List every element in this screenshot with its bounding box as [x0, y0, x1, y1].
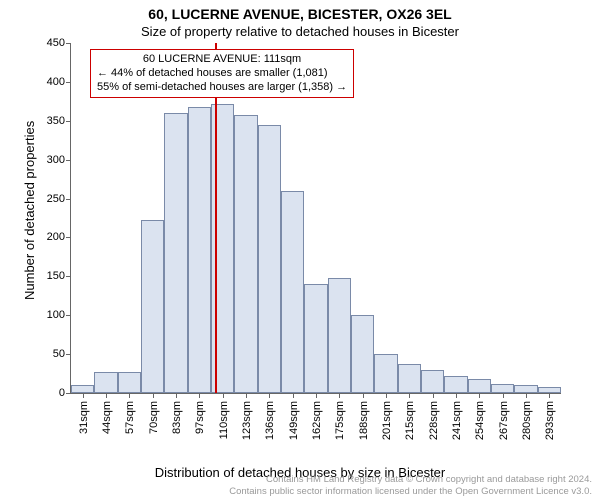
x-tick-mark [479, 393, 480, 398]
x-tick-label: 280sqm [521, 401, 533, 440]
y-tick-mark [66, 160, 71, 161]
y-tick-label: 50 [53, 348, 65, 360]
histogram-bar [164, 113, 187, 393]
y-tick-label: 400 [47, 76, 65, 88]
y-tick-label: 150 [47, 270, 65, 282]
chart-title: 60, LUCERNE AVENUE, BICESTER, OX26 3EL [0, 0, 600, 22]
x-tick-mark [106, 393, 107, 398]
annotation-box: 60 LUCERNE AVENUE: 111sqm ← 44% of detac… [90, 49, 354, 98]
x-tick-mark [363, 393, 364, 398]
x-tick-mark [129, 393, 130, 398]
annotation-line-3: 55% of semi-detached houses are larger (… [97, 81, 347, 95]
histogram-bar [258, 125, 281, 393]
histogram-bar [234, 115, 257, 393]
x-tick-label: 201sqm [381, 401, 393, 440]
y-tick-label: 450 [47, 37, 65, 49]
y-tick-mark [66, 393, 71, 394]
footer-line-2: Contains public sector information licen… [229, 486, 592, 497]
y-tick-mark [66, 315, 71, 316]
histogram-bar [374, 354, 397, 393]
histogram-bar [491, 384, 514, 393]
x-tick-label: 57sqm [124, 401, 136, 434]
x-tick-label: 31sqm [78, 401, 90, 434]
x-tick-label: 162sqm [311, 401, 323, 440]
histogram-bar [514, 385, 537, 393]
footer-line-1: Contains HM Land Registry data © Crown c… [229, 474, 592, 485]
x-tick-label: 293sqm [544, 401, 556, 440]
histogram-bar [71, 385, 94, 393]
histogram-bar [118, 372, 141, 393]
x-tick-label: 267sqm [498, 401, 510, 440]
histogram-bar [468, 379, 491, 393]
histogram-bar [304, 284, 327, 393]
annotation-line-1: 60 LUCERNE AVENUE: 111sqm [97, 53, 347, 67]
x-tick-mark [246, 393, 247, 398]
x-tick-mark [223, 393, 224, 398]
plot-area: 05010015020025030035040045031sqm44sqm57s… [70, 43, 560, 393]
histogram-bar [328, 278, 351, 393]
x-tick-mark [176, 393, 177, 398]
x-tick-mark [456, 393, 457, 398]
x-tick-mark [549, 393, 550, 398]
y-axis-label: Number of detached properties [22, 121, 37, 300]
histogram-bar [398, 364, 421, 393]
x-tick-label: 215sqm [404, 401, 416, 440]
x-tick-mark [316, 393, 317, 398]
y-tick-label: 350 [47, 115, 65, 127]
x-tick-mark [409, 393, 410, 398]
x-tick-mark [503, 393, 504, 398]
x-tick-label: 228sqm [428, 401, 440, 440]
y-tick-mark [66, 354, 71, 355]
histogram-bar [281, 191, 304, 393]
x-tick-mark [526, 393, 527, 398]
footer-attribution: Contains HM Land Registry data © Crown c… [229, 474, 592, 497]
x-tick-label: 241sqm [451, 401, 463, 440]
x-tick-mark [433, 393, 434, 398]
x-tick-mark [269, 393, 270, 398]
y-tick-mark [66, 199, 71, 200]
histogram-bar [351, 315, 374, 393]
x-tick-label: 149sqm [288, 401, 300, 440]
x-tick-label: 110sqm [218, 401, 230, 439]
x-tick-mark [199, 393, 200, 398]
chart-subtitle: Size of property relative to detached ho… [0, 22, 600, 43]
histogram-bar [188, 107, 211, 393]
x-tick-mark [339, 393, 340, 398]
y-tick-mark [66, 43, 71, 44]
histogram-bar [94, 372, 117, 393]
y-tick-mark [66, 82, 71, 83]
x-tick-mark [293, 393, 294, 398]
y-tick-label: 250 [47, 193, 65, 205]
annotation-line-2: ← 44% of detached houses are smaller (1,… [97, 67, 347, 81]
histogram-bar [141, 220, 164, 393]
x-tick-label: 44sqm [101, 401, 113, 434]
y-tick-label: 0 [59, 387, 65, 399]
y-tick-label: 200 [47, 231, 65, 243]
x-tick-mark [386, 393, 387, 398]
x-tick-label: 188sqm [358, 401, 370, 440]
x-tick-mark [153, 393, 154, 398]
x-tick-label: 70sqm [148, 401, 160, 434]
x-tick-label: 123sqm [241, 401, 253, 440]
x-tick-label: 83sqm [171, 401, 183, 434]
x-tick-label: 97sqm [194, 401, 206, 434]
y-tick-label: 300 [47, 154, 65, 166]
y-tick-label: 100 [47, 309, 65, 321]
y-tick-mark [66, 276, 71, 277]
histogram-bar [421, 370, 444, 393]
x-tick-mark [83, 393, 84, 398]
x-tick-label: 254sqm [474, 401, 486, 440]
y-tick-mark [66, 121, 71, 122]
y-tick-mark [66, 237, 71, 238]
x-tick-label: 175sqm [334, 401, 346, 440]
x-tick-label: 136sqm [264, 401, 276, 440]
histogram-bar [444, 376, 467, 393]
chart-container: { "title": "60, LUCERNE AVENUE, BICESTER… [0, 0, 600, 500]
